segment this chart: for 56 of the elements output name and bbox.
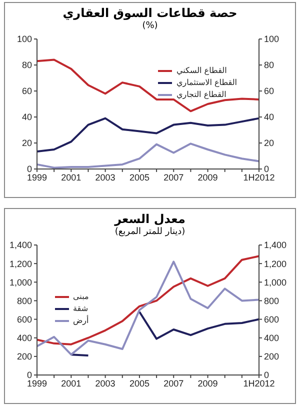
legend-label: القطاع التجاري xyxy=(176,89,226,101)
legend-label: مبنى xyxy=(73,291,89,303)
line-series xyxy=(36,255,260,346)
y2-tick-label: 60 xyxy=(264,86,274,96)
x-tick-label: 1999 xyxy=(26,378,48,388)
x-tick-label: 2005 xyxy=(129,172,150,182)
y2-tick-label: 100 xyxy=(264,34,280,44)
y-tick-label: 100 xyxy=(16,34,32,44)
line-series xyxy=(36,260,260,356)
y2-tick-label: 20 xyxy=(264,138,274,148)
x-tick-label: 1H2012 xyxy=(243,172,275,182)
y2-tick-label: 40 xyxy=(264,112,274,122)
line-series xyxy=(36,58,260,112)
y-tick-label: 200 xyxy=(16,352,32,362)
y-tick-label: 1,400 xyxy=(9,240,32,250)
y-tick-label: 80 xyxy=(22,60,32,70)
y-tick-label: 0 xyxy=(26,370,32,380)
y2-tick-label: 0 xyxy=(264,164,270,174)
y-tick-label: 1,200 xyxy=(9,258,32,269)
x-tick-label: 2007 xyxy=(164,378,184,388)
y-tick-label: 600 xyxy=(16,314,32,324)
chart-title: حصة قطاعات السوق العقاري xyxy=(62,6,238,20)
legend-label: شقة xyxy=(73,303,88,315)
y2-tick-label: 600 xyxy=(264,314,280,324)
x-tick-label: 2001 xyxy=(61,172,82,182)
y-tick-label: 60 xyxy=(22,86,32,96)
x-tick-label: 2003 xyxy=(95,378,116,388)
y2-tick-label: 1,000 xyxy=(264,277,287,288)
y2-tick-label: 1,400 xyxy=(264,240,287,250)
y-tick-label: 0 xyxy=(26,164,32,174)
y-tick-label: 40 xyxy=(22,112,32,122)
legend-label: القطاع السكني xyxy=(176,65,227,77)
x-tick-label: 2009 xyxy=(198,378,218,388)
chart-subtitle: (%) xyxy=(141,21,159,31)
x-tick-label: 2005 xyxy=(129,378,150,388)
y2-tick-label: 1,200 xyxy=(264,258,287,269)
chart-subtitle: (دينار للمتر المربع) xyxy=(114,227,186,237)
line-series xyxy=(36,117,260,152)
legend-label: أرض xyxy=(73,315,89,327)
y-tick-label: 800 xyxy=(16,296,32,306)
legend-label: القطاع الاستثماري xyxy=(176,77,237,89)
y2-tick-label: 0 xyxy=(264,370,270,380)
y-tick-label: 20 xyxy=(22,138,32,148)
x-tick-label: 2007 xyxy=(164,172,184,182)
x-tick-label: 2009 xyxy=(198,172,218,182)
y-tick-label: 400 xyxy=(16,333,32,344)
y2-tick-label: 400 xyxy=(264,333,280,344)
x-tick-label: 2003 xyxy=(95,172,116,182)
chart-title: معدل السعر xyxy=(113,212,186,226)
y-tick-label: 1,000 xyxy=(9,277,32,288)
x-tick-label: 2001 xyxy=(61,378,82,388)
y2-tick-label: 800 xyxy=(264,296,280,306)
x-tick-label: 1999 xyxy=(26,172,48,182)
y2-tick-label: 80 xyxy=(264,60,274,70)
x-tick-label: 1H2012 xyxy=(243,378,275,388)
y2-tick-label: 200 xyxy=(264,352,280,362)
